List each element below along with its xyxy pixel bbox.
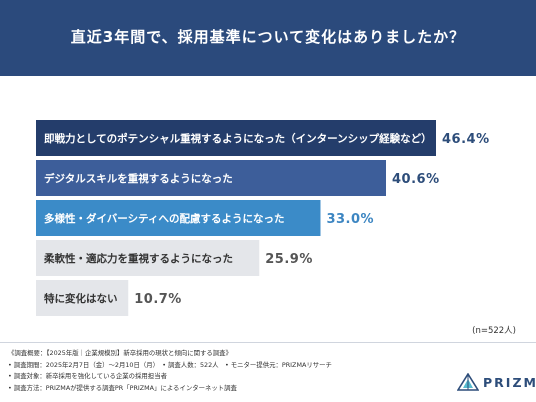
bar-category-label: 柔軟性・適応力を重視するようになった (43, 252, 233, 265)
footer-divider (0, 342, 536, 343)
bar (36, 280, 129, 316)
bar (36, 160, 386, 196)
sample-size-note: (n=522人) (472, 326, 516, 336)
bar-value-label: 33.0% (326, 212, 374, 227)
footnote-line: • 調査対象：新卒採用を強化している企業の採用担当者 (8, 372, 167, 380)
footnote-line: • 調査方法：PRIZMAが提供する調査PR「PRIZMA」によるインターネット… (8, 383, 237, 392)
survey-footnotes: 《調査概要：【2025年版｜企業規模別】新卒採用の現状と傾向に関する調査》 • … (8, 348, 332, 394)
bar-value-label: 25.9% (265, 252, 313, 267)
bar-value-label: 40.6% (392, 172, 440, 187)
bar-category-label: 特に変化はない (44, 292, 118, 305)
bar (36, 200, 321, 236)
bar-value-label: 10.7% (134, 292, 182, 307)
bar-category-label: 即戦力としてのポテンシャル重視するようになった（インターンシップ経験など） (44, 132, 432, 145)
logo-text: PRIZMA (483, 374, 536, 390)
footnote-line: • 調査期間：2025年2月7日（金）〜2月10日（月） • 調査人数：522人… (8, 360, 332, 369)
prizma-logo: PRIZMA (457, 373, 536, 391)
bar (36, 240, 260, 276)
chart-title: 直近3年間で、採用基準について変化はありましたか？ (70, 27, 466, 46)
chart-header: 直近3年間で、採用基準について変化はありましたか？ (0, 0, 536, 76)
bar-category-label: 多様性・ダイバーシティへの配慮するようになった (44, 212, 284, 225)
prism-logo-icon (457, 373, 479, 391)
bar-category-label: デジタルスキルを重視するようになった (44, 172, 233, 185)
bar-value-label: 46.4% (442, 132, 490, 147)
footnote-line: 《調査概要：【2025年版｜企業規模別】新卒採用の現状と傾向に関する調査》 (8, 349, 232, 357)
bar-chart: 即戦力としてのポテンシャル重視するようになった（インターンシップ経験など） 46.… (36, 120, 490, 316)
bar (36, 120, 436, 156)
